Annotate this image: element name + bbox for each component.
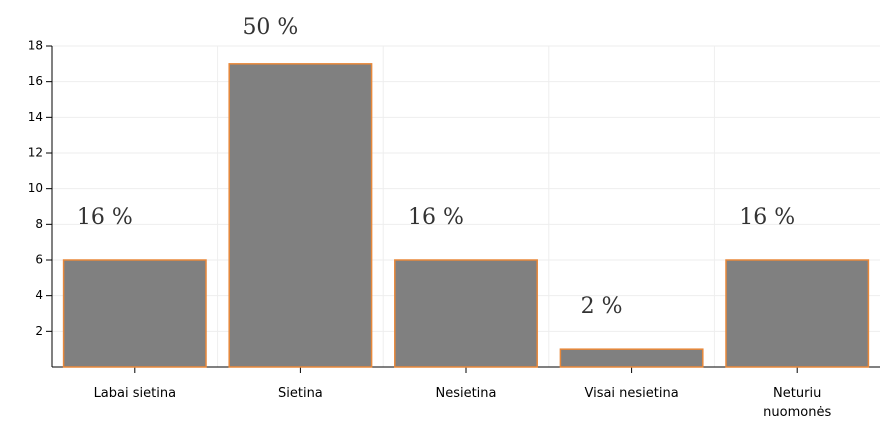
y-tick-label: 18 [28, 39, 43, 53]
bar [62, 259, 207, 368]
annotation: 16 % [77, 205, 133, 230]
y-tick-label: 14 [28, 110, 43, 124]
x-tick-label: Sietina [278, 386, 323, 401]
y-tick-label: 6 [35, 253, 43, 267]
annotation: 50 % [242, 15, 298, 40]
y-tick-label: 4 [35, 288, 43, 302]
annotation: 2 % [581, 294, 623, 319]
y-tick-label: 8 [35, 217, 43, 231]
bar [725, 259, 870, 368]
y-tick-label: 12 [28, 146, 43, 160]
bar [559, 348, 704, 368]
annotation: 16 % [739, 205, 795, 230]
y-tick-label: 2 [35, 324, 43, 338]
x-tick-label: Nesietina [435, 386, 497, 401]
y-tick-label: 16 [28, 74, 43, 88]
bar [228, 63, 373, 368]
annotation: 16 % [408, 205, 464, 230]
y-tick-label: 10 [28, 181, 43, 195]
x-tick-label: Neturiu nuomonės [763, 386, 832, 420]
x-tick-label: Labai sietina [93, 386, 177, 401]
bar [394, 259, 538, 368]
x-tick-label: Visai nesietina [584, 386, 679, 401]
